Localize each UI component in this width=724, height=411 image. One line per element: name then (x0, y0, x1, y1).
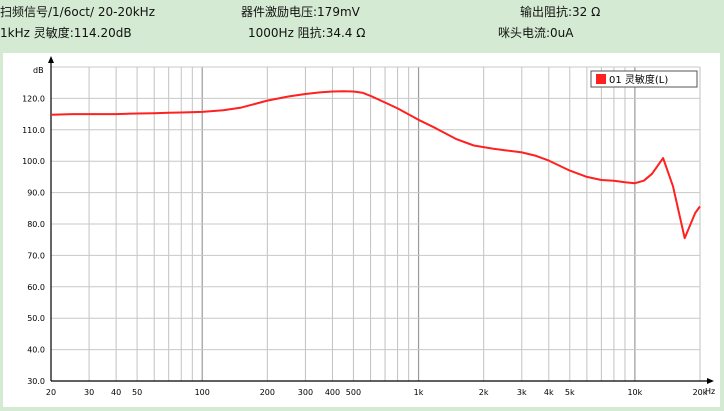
x-tick-label: 30 (84, 388, 94, 397)
legend: 01 灵敏度(L) (590, 70, 698, 88)
series-line (50, 90, 701, 240)
x-tick-label: 2k (479, 388, 489, 397)
y-axis-label: dB (33, 66, 44, 75)
axis-layer (48, 56, 714, 384)
x-tick-label: 1k (414, 388, 424, 397)
sensitivity-1k-text: 1kHz 灵敏度:114.20dB (0, 26, 132, 40)
sweep-signal-text: 扫频信号/1/6oct/ 20-20kHz (0, 5, 155, 19)
x-tick-label: 10k (627, 388, 642, 397)
x-axis-label: Hz (705, 387, 715, 396)
x-tick-label: 100 (195, 388, 210, 397)
x-axis-arrow (707, 378, 714, 384)
x-tick-label: 50 (132, 388, 142, 397)
x-tick-label: 5k (565, 388, 575, 397)
y-tick-label: 100.0 (22, 157, 45, 166)
drive-voltage-text: 器件激励电压:179mV (241, 5, 360, 19)
y-tick-label: 120.0 (22, 94, 45, 103)
x-tick-label: 500 (346, 388, 361, 397)
mic-current-text: 咪头电流:0uA (498, 26, 574, 40)
x-tick-label: 20k (693, 388, 708, 397)
legend-label: 01 灵敏度(L) (609, 73, 668, 86)
y-axis-arrow (48, 56, 54, 63)
x-tick-label: 3k (517, 388, 527, 397)
tick-label-layer: dB Hz 30.0 40.0 50.0 60.0 70.0 80.0 90.0 100.0 110… (22, 66, 715, 397)
x-tick-label: 20 (46, 388, 56, 397)
y-tick-label: 90.0 (27, 189, 45, 198)
series-layer (50, 90, 701, 240)
output-impedance-text: 输出阻抗:32 Ω (520, 5, 601, 19)
frequency-response-chart: dB Hz 30.0 40.0 50.0 60.0 70.0 80.0 90.0 100.0 110… (22, 56, 715, 397)
legend-box (590, 70, 698, 88)
y-tick-label: 50.0 (27, 314, 45, 323)
y-tick-label: 70.0 (27, 251, 45, 260)
x-tick-label: 4k (544, 388, 554, 397)
y-tick-label: 110.0 (22, 126, 45, 135)
x-tick-label: 40 (111, 388, 121, 397)
x-tick-label: 400 (325, 388, 340, 397)
y-tick-label: 80.0 (27, 220, 45, 229)
x-tick-label: 300 (298, 388, 313, 397)
chart-panel: dB Hz 30.0 40.0 50.0 60.0 70.0 80.0 90.0 100.0 110… (3, 53, 720, 407)
x-tick-label: 200 (260, 388, 275, 397)
y-tick-label: 40.0 (27, 346, 45, 355)
legend-swatch (596, 74, 606, 84)
y-tick-label: 60.0 (27, 283, 45, 292)
y-tick-label: 30.0 (27, 377, 45, 386)
impedance-1000-text: 1000Hz 阻抗:34.4 Ω (248, 26, 366, 40)
